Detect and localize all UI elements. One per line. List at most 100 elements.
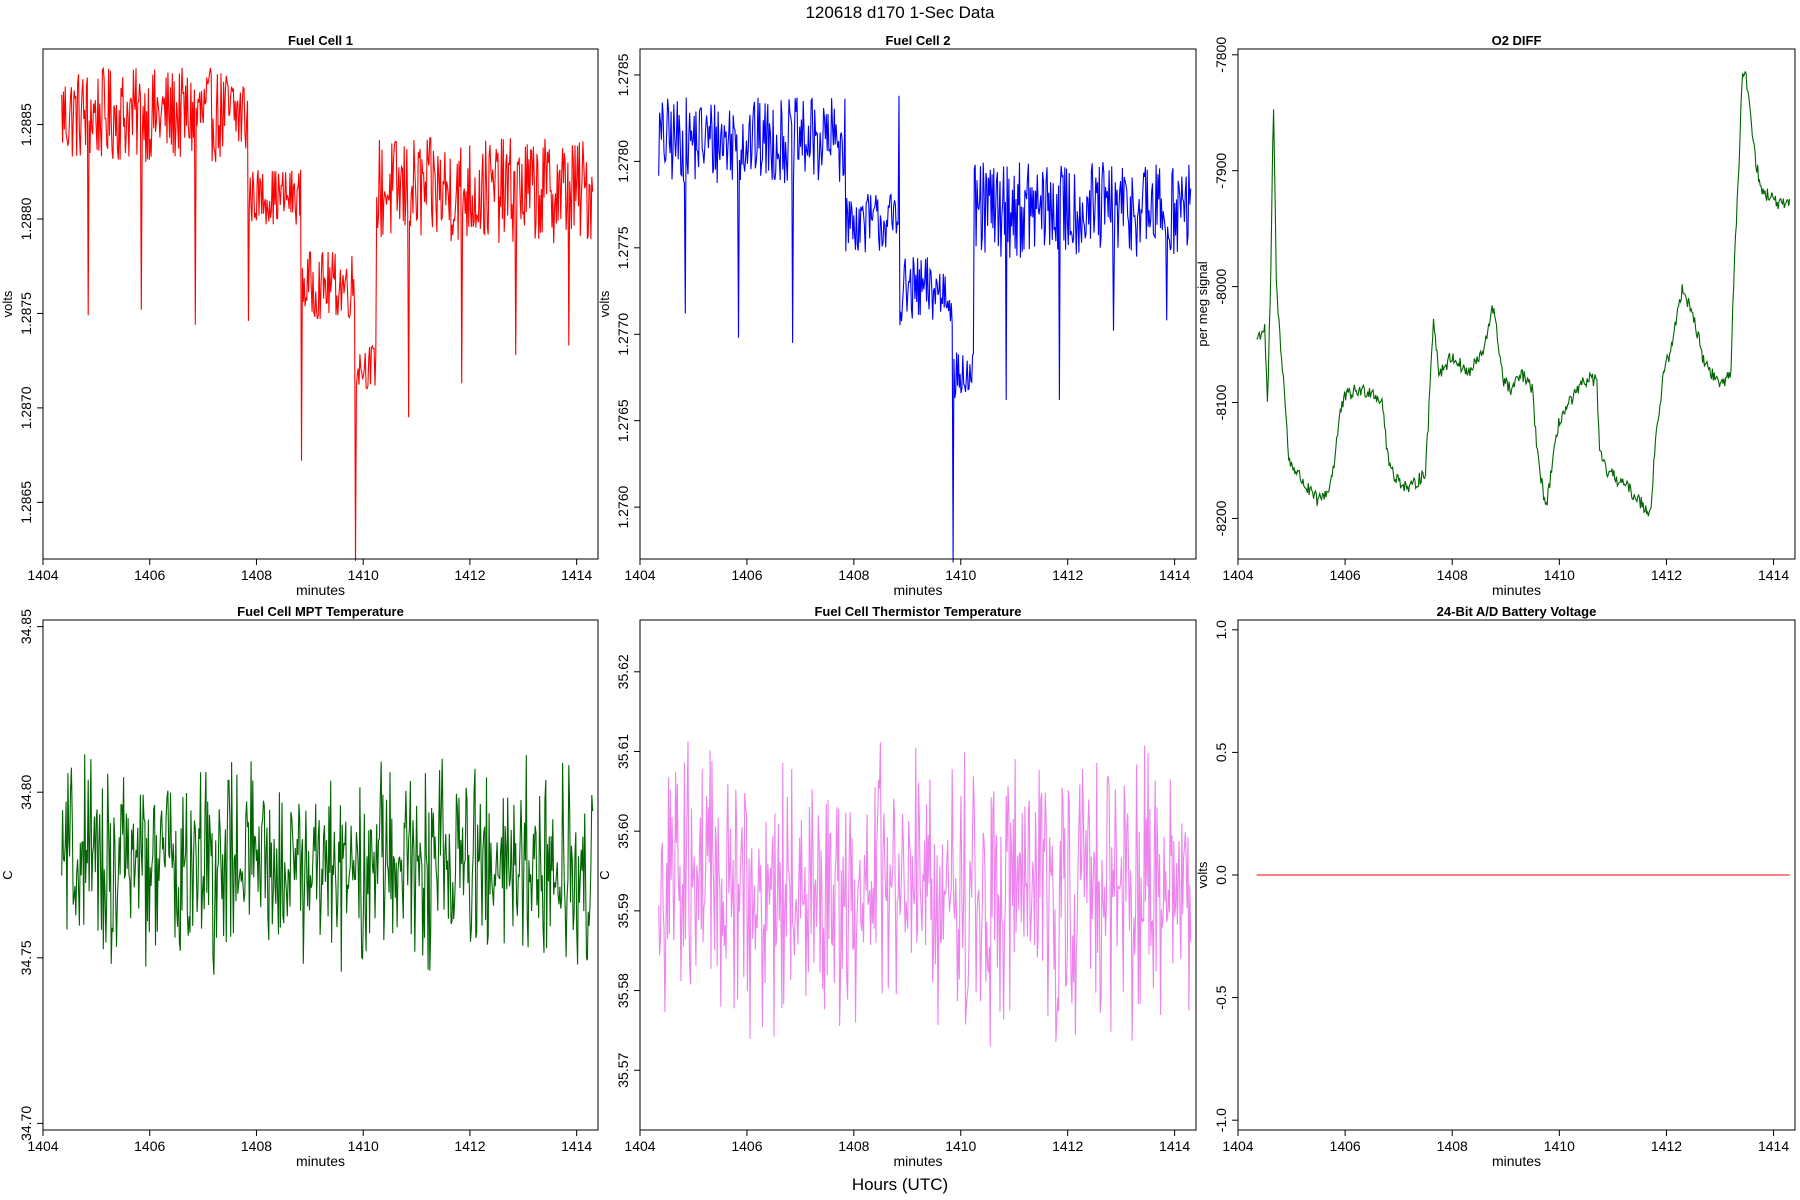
chart-panel-fc2: Fuel Cell 2 1404 1406 1408 1410 1412 1414 minut… [597, 33, 1197, 598]
x-tick-label-mpt-3: 1410 [348, 1138, 379, 1154]
x-tick-label-therm-5: 1414 [1159, 1138, 1190, 1154]
chart-panel-mpt: Fuel Cell MPT Temperature 1404 1406 1408 141… [0, 604, 599, 1169]
x-tick-label-o2-2: 1408 [1437, 567, 1468, 583]
x-tick-label-therm-3: 1410 [945, 1138, 976, 1154]
y-tick-label-o2-0: -8200 [1213, 500, 1229, 536]
x-tick-label-fc1-0: 1404 [27, 567, 58, 583]
x-axis-label-therm: minutes [893, 1153, 942, 1169]
y-tick-label-o2-4: -7800 [1213, 37, 1229, 73]
x-tick-label-o2-3: 1410 [1544, 567, 1575, 583]
x-axis-label-fc1: minutes [296, 582, 345, 598]
y-tick-label-therm-1: 35.58 [615, 973, 631, 1008]
series-line-fc2 [658, 95, 1192, 563]
plot-frame-fc2 [639, 48, 1197, 560]
y-tick-label-fc2-2: 1.2770 [615, 313, 631, 356]
y-axis-label-batt: volts [1195, 861, 1210, 888]
y-tick-label-mpt-0: 34.70 [18, 1106, 34, 1141]
chart-title-fc1: Fuel Cell 1 [288, 33, 353, 48]
chart-title-batt: 24-Bit A/D Battery Voltage [1437, 604, 1597, 619]
x-tick-label-o2-1: 1406 [1330, 567, 1361, 583]
x-tick-label-fc2-2: 1408 [838, 567, 869, 583]
x-tick-label-batt-5: 1414 [1758, 1138, 1789, 1154]
y-axis-label-fc1: volts [0, 290, 15, 317]
y-tick-label-fc2-0: 1.2760 [615, 486, 631, 529]
chart-panel-fc1: Fuel Cell 1 1404 1406 1408 1410 1412 1414 minut… [0, 33, 599, 598]
x-tick-label-batt-0: 1404 [1222, 1138, 1253, 1154]
chart-title-mpt: Fuel Cell MPT Temperature [237, 604, 404, 619]
x-tick-label-fc1-1: 1406 [134, 567, 165, 583]
x-tick-label-fc1-5: 1414 [561, 567, 592, 583]
chart-panel-therm: Fuel Cell Thermistor Temperature 1404 1406… [597, 604, 1197, 1169]
x-tick-label-batt-3: 1410 [1544, 1138, 1575, 1154]
x-tick-label-o2-4: 1412 [1651, 567, 1682, 583]
y-axis-label-o2: per meg signal [1195, 261, 1210, 346]
y-tick-label-fc1-1: 1.2870 [18, 386, 34, 429]
y-tick-label-therm-5: 35.62 [615, 654, 631, 689]
x-tick-label-mpt-2: 1408 [241, 1138, 272, 1154]
x-tick-label-mpt-5: 1414 [561, 1138, 592, 1154]
x-tick-label-mpt-1: 1406 [134, 1138, 165, 1154]
plot-frame-therm [639, 619, 1197, 1131]
x-tick-label-mpt-0: 1404 [27, 1138, 58, 1154]
series-line-mpt [61, 754, 594, 975]
plot-frame-o2 [1237, 48, 1796, 560]
x-tick-label-therm-4: 1412 [1052, 1138, 1083, 1154]
y-tick-label-fc2-5: 1.2785 [615, 53, 631, 96]
figure-title: 120618 d170 1-Sec Data [805, 3, 995, 22]
y-tick-label-batt-4: 1.0 [1213, 620, 1229, 640]
y-tick-label-therm-3: 35.60 [615, 813, 631, 848]
x-tick-label-fc2-4: 1412 [1052, 567, 1083, 583]
x-tick-label-batt-4: 1412 [1651, 1138, 1682, 1154]
y-tick-label-fc1-3: 1.2880 [18, 197, 34, 240]
chart-title-fc2: Fuel Cell 2 [885, 33, 950, 48]
y-tick-label-therm-4: 35.61 [615, 734, 631, 769]
x-axis-label-batt: minutes [1492, 1153, 1541, 1169]
y-tick-label-o2-2: -8000 [1213, 268, 1229, 304]
chart-panel-o2: O2 DIFF 1404 1406 1408 1410 1412 1414 minutes -8… [1195, 33, 1796, 598]
figure-bottom-label: Hours (UTC) [852, 1175, 948, 1194]
y-tick-label-fc2-3: 1.2775 [615, 226, 631, 269]
x-tick-label-fc2-5: 1414 [1159, 567, 1190, 583]
x-tick-label-o2-5: 1414 [1758, 567, 1789, 583]
x-tick-label-fc1-2: 1408 [241, 567, 272, 583]
y-axis-label-fc2: volts [597, 290, 612, 317]
x-tick-label-mpt-4: 1412 [454, 1138, 485, 1154]
series-line-fc1 [61, 66, 594, 561]
y-tick-label-fc1-2: 1.2875 [18, 292, 34, 335]
series-line-therm [658, 741, 1192, 1047]
x-tick-label-fc1-4: 1412 [454, 567, 485, 583]
x-axis-label-o2: minutes [1492, 582, 1541, 598]
chart-title-o2: O2 DIFF [1492, 33, 1542, 48]
x-tick-label-fc1-3: 1410 [348, 567, 379, 583]
y-tick-label-mpt-3: 34.85 [18, 609, 34, 644]
y-tick-label-fc2-1: 1.2765 [615, 399, 631, 442]
x-tick-label-batt-1: 1406 [1330, 1138, 1361, 1154]
plot-frame-fc1 [42, 48, 599, 560]
y-tick-label-fc1-0: 1.2865 [18, 481, 34, 524]
y-tick-label-batt-3: 0.5 [1213, 742, 1229, 762]
chart-panel-batt: 24-Bit A/D Battery Voltage 1404 1406 1408 14… [1195, 604, 1796, 1169]
plot-frame-mpt [42, 619, 599, 1131]
x-tick-label-batt-2: 1408 [1437, 1138, 1468, 1154]
y-tick-label-batt-1: -0.5 [1213, 985, 1229, 1009]
x-tick-label-therm-2: 1408 [838, 1138, 869, 1154]
y-tick-label-o2-3: -7900 [1213, 153, 1229, 189]
y-tick-label-mpt-2: 34.80 [18, 774, 34, 809]
x-tick-label-therm-1: 1406 [731, 1138, 762, 1154]
y-tick-label-o2-1: -8100 [1213, 384, 1229, 420]
x-tick-label-o2-0: 1404 [1222, 567, 1253, 583]
chart-title-therm: Fuel Cell Thermistor Temperature [814, 604, 1021, 619]
y-axis-label-therm: C [597, 870, 612, 879]
y-tick-label-therm-2: 35.59 [615, 893, 631, 928]
y-tick-label-batt-2: 0.0 [1213, 865, 1229, 885]
y-tick-label-mpt-1: 34.75 [18, 940, 34, 975]
y-tick-label-fc1-4: 1.2885 [18, 103, 34, 146]
y-tick-label-fc2-4: 1.2780 [615, 140, 631, 183]
series-line-o2 [1256, 70, 1791, 517]
x-tick-label-fc2-1: 1406 [731, 567, 762, 583]
x-tick-label-fc2-0: 1404 [624, 567, 655, 583]
y-tick-label-therm-0: 35.57 [615, 1053, 631, 1088]
y-tick-label-batt-0: -1.0 [1213, 1108, 1229, 1132]
x-axis-label-fc2: minutes [893, 582, 942, 598]
